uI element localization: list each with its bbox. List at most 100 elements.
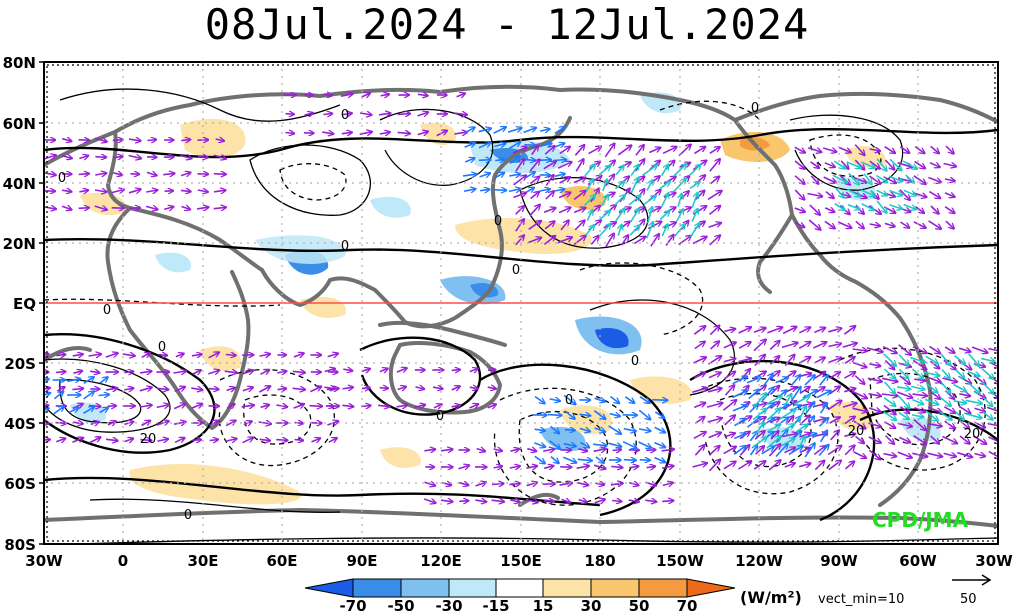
lat-label: 80S	[4, 536, 36, 554]
flux-vector-arrow	[558, 192, 571, 199]
flux-vector-arrow	[456, 93, 466, 96]
flux-vector-arrow	[868, 408, 881, 412]
colorbar: -70 -50 -30 -15 15 30 50 70	[304, 578, 736, 612]
flux-vector-arrow	[67, 379, 80, 382]
flux-vector-arrow	[174, 438, 185, 443]
flux-vector-arrow	[988, 436, 998, 443]
flux-vector-arrow	[723, 358, 736, 361]
flux-vector-arrow	[618, 224, 622, 236]
flux-vector-arrow	[723, 461, 736, 470]
flux-vector-arrow	[56, 438, 65, 441]
contour-labels: 0 0 0 0 0 0 0 0 0 0 20 20 0 20 0	[58, 101, 980, 523]
flux-vector-arrow	[55, 423, 67, 424]
flux-vector-arrow	[971, 346, 988, 353]
flux-vector-arrow	[573, 208, 586, 214]
flux-vector-arrow	[869, 149, 881, 151]
lat-label: 40S	[4, 415, 36, 433]
flux-vector-arrow	[753, 393, 766, 408]
flux-vector-arrow	[955, 411, 965, 420]
flux-vector-arrow	[843, 388, 856, 391]
flux-vector-arrow	[965, 400, 983, 403]
flux-vector-arrow	[661, 466, 674, 468]
flux-vector-arrow	[899, 221, 909, 228]
flux-vector-arrow	[94, 190, 107, 192]
flux-vector-arrow	[691, 193, 697, 208]
flux-vector-arrow	[688, 164, 701, 177]
flux-vector-arrow	[654, 411, 664, 418]
flux-vector-arrow	[648, 148, 660, 154]
flux-vector-arrow	[709, 235, 721, 246]
colorbar-label: 70	[677, 597, 698, 612]
flux-vector-arrow	[796, 424, 808, 433]
flux-vector-arrow	[175, 353, 184, 356]
flux-vector-arrow	[824, 163, 835, 167]
colorbar-segment	[686, 578, 736, 598]
flux-vector-arrow	[555, 189, 565, 191]
flux-vector-arrow	[156, 405, 170, 408]
colorbar-segment	[495, 578, 544, 598]
flux-vector-arrow	[343, 369, 352, 371]
flux-vector-arrow	[829, 372, 841, 379]
flux-vector-arrow	[914, 145, 925, 154]
flux-vector-arrow	[560, 220, 569, 231]
flux-vector-arrow	[259, 386, 270, 393]
flux-vector-arrow	[378, 405, 390, 406]
flux-vector-arrow	[782, 434, 798, 437]
flux-vector-arrow	[79, 190, 88, 192]
flux-vector-arrow	[944, 206, 955, 214]
flux-vector-arrow	[929, 345, 941, 353]
flux-vector-arrow	[585, 225, 595, 236]
flux-vector-arrow	[928, 190, 940, 199]
flux-vector-arrow	[464, 127, 475, 134]
flux-vector-arrow	[181, 139, 190, 140]
flux-vector-arrow	[83, 407, 95, 414]
flux-vector-arrow	[953, 401, 967, 403]
flux-vector-arrow	[534, 455, 545, 463]
flux-vector-arrow	[112, 140, 124, 141]
flux-vector-arrow	[944, 346, 955, 353]
flux-vector-arrow	[191, 404, 202, 410]
flux-vector-arrow	[579, 428, 591, 431]
flux-vector-arrow	[88, 437, 101, 444]
flux-vector-arrow	[903, 203, 917, 210]
flux-vector-arrow	[260, 405, 270, 408]
colorbar-label: -15	[482, 597, 509, 612]
flux-vector-arrow	[543, 236, 555, 246]
flux-vector-arrow	[707, 388, 722, 392]
flux-vector-arrow	[988, 349, 998, 352]
flux-vector-arrow	[396, 368, 407, 372]
flux-vector-arrow	[544, 221, 555, 230]
flux-vector-arrow	[509, 500, 520, 502]
flux-vector-arrow	[911, 387, 925, 390]
flux-vector-arrow	[285, 133, 295, 134]
flux-vector-arrow	[157, 388, 168, 389]
flux-vector-arrow	[538, 160, 552, 161]
flux-vector-arrow	[706, 403, 723, 408]
flux-vector-arrow	[513, 193, 527, 199]
flux-vector-arrow	[722, 400, 736, 411]
flux-vector-arrow	[709, 325, 719, 336]
flux-vector-arrow	[361, 93, 371, 97]
flux-vector-arrow	[883, 454, 896, 457]
colorbar-segment	[590, 578, 640, 598]
flux-vector-arrow	[525, 187, 535, 194]
flux-vector-arrow	[883, 368, 895, 379]
flux-vector-arrow	[327, 421, 338, 425]
flux-vector-arrow	[213, 155, 226, 159]
flux-vector-arrow	[673, 178, 686, 193]
contour-label: 20	[140, 432, 157, 447]
flux-vector-arrow	[583, 195, 596, 206]
flux-vector-arrow	[884, 421, 895, 428]
flux-vector-arrow	[379, 388, 389, 389]
flux-vector-arrow	[507, 128, 522, 133]
flux-vector-arrow	[844, 434, 855, 436]
flux-vector-arrow	[693, 403, 705, 409]
flux-vector-arrow	[820, 430, 828, 443]
flux-vector-arrow	[574, 145, 584, 156]
credit-label: CPD/JMA	[872, 508, 969, 532]
flux-vector-arrow	[804, 375, 815, 386]
flux-vector-arrow	[898, 344, 912, 355]
flux-vector-arrow	[515, 235, 525, 246]
flux-vector-arrow	[868, 205, 882, 214]
flux-vector-arrow	[884, 146, 896, 154]
